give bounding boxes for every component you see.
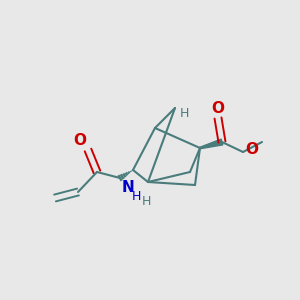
Text: N: N <box>122 180 135 195</box>
Text: O: O <box>73 133 86 148</box>
Text: O: O <box>212 101 224 116</box>
Polygon shape <box>200 139 223 149</box>
Text: O: O <box>245 142 258 158</box>
Text: H: H <box>132 190 141 203</box>
Text: H: H <box>180 107 189 120</box>
Text: H: H <box>141 195 151 208</box>
